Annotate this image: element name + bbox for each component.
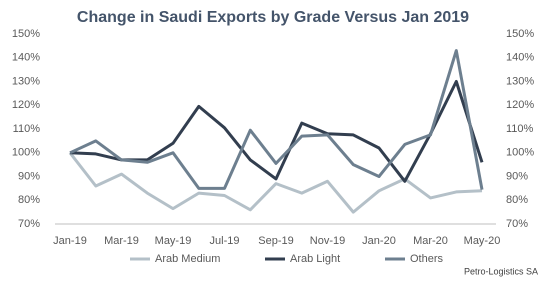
y2-tick-label: 90% (506, 170, 528, 182)
series-line (68, 151, 483, 214)
y-tick-label: 120% (12, 99, 40, 111)
x-tick-label: May-19 (155, 235, 192, 247)
y2-tick-label: 130% (506, 75, 534, 87)
series-line (69, 80, 484, 183)
y2-tick-label: 80% (506, 194, 528, 206)
y2-tick-label: 110% (506, 123, 534, 135)
x-tick-label: Sep-19 (258, 235, 293, 247)
x-tick-label: Mar-20 (413, 235, 448, 247)
x-tick-label: Nov-19 (310, 235, 345, 247)
y-tick-label: 100% (12, 147, 40, 159)
x-tick-label: May-20 (464, 235, 501, 247)
y2-tick-label: 120% (506, 99, 534, 111)
legend-label: Others (410, 253, 444, 265)
legend-label: Arab Light (290, 253, 340, 265)
y-tick-label: 110% (13, 123, 41, 135)
y2-tick-label: 140% (506, 52, 534, 64)
series-line (69, 49, 484, 190)
y2-tick-label: 150% (506, 28, 534, 40)
source: Petro-Logistics SA (464, 266, 538, 276)
y-tick-label: 70% (18, 218, 40, 230)
y-tick-label: 130% (12, 75, 40, 87)
x-tick-label: Jan-20 (362, 235, 396, 247)
chart-title: Change in Saudi Exports by Grade Versus … (77, 9, 469, 26)
x-tick-label: Mar-19 (104, 235, 139, 247)
y2-tick-label: 100% (506, 147, 534, 159)
y-tick-label: 150% (12, 28, 40, 40)
y-tick-label: 80% (18, 194, 40, 206)
legend-label: Arab Medium (155, 253, 220, 265)
x-tick-label: Jan-19 (53, 235, 87, 247)
y2-tick-label: 70% (506, 218, 528, 230)
y-tick-label: 140% (12, 52, 40, 64)
y-tick-label: 90% (18, 170, 40, 182)
x-tick-label: Jul-19 (210, 235, 240, 247)
